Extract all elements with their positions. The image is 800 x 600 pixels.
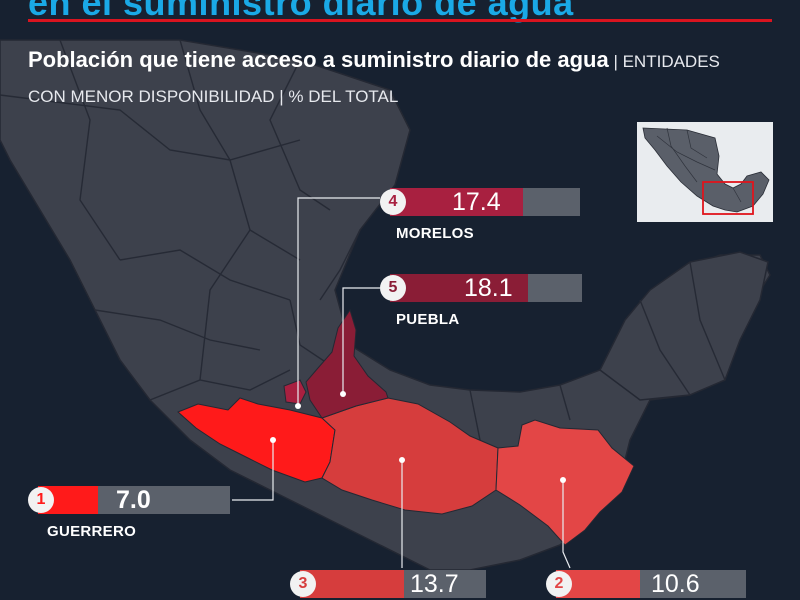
inset-mexico: [642, 127, 770, 213]
bar-value-5: 18.1: [464, 274, 513, 302]
subtitle-sep-2: |: [274, 87, 289, 106]
bar-item-4: 4 17.4: [380, 188, 580, 216]
inset-borders: [656, 127, 742, 203]
bar-fill-5: [390, 274, 528, 302]
leader-dots: [270, 391, 566, 483]
subtitle-scope: ENTIDADES CON MENOR DISPONIBILIDAD: [28, 52, 720, 106]
bar-rest-5: [528, 274, 582, 302]
inset-map: [637, 122, 773, 222]
bar-item-5: 5 18.1: [380, 274, 582, 302]
bar-fill-3: [300, 570, 404, 598]
bar-fill-4: [390, 188, 523, 216]
state-label-guerrero: GUERRERO: [47, 523, 137, 540]
bar-rest-3: [404, 570, 486, 598]
bar-rest-4: [523, 188, 580, 216]
leader-morelos: [297, 197, 380, 406]
bar-item-2: 2 10.6: [546, 570, 746, 598]
rank-badge-5: 5: [380, 275, 406, 301]
state-morelos: [283, 379, 307, 405]
inset-highlight-box: [702, 181, 754, 215]
bar-value-2: 10.6: [651, 570, 700, 598]
bar-value-4: 17.4: [452, 188, 501, 216]
state-label-morelos: MORELOS: [396, 225, 474, 242]
rank-badge-2: 2: [546, 571, 572, 597]
rank-badge-3: 3: [290, 571, 316, 597]
headline: en el suministro diario de agua: [28, 0, 574, 23]
rank-badge-4: 4: [380, 189, 406, 215]
state-puebla: [305, 308, 389, 419]
bar-value-1: 7.0: [116, 486, 151, 514]
bar-rest-2: [640, 570, 746, 598]
headline-rule: [28, 19, 772, 22]
state-oaxaca: [321, 397, 499, 515]
bar-item-3: 3 13.7: [290, 570, 486, 598]
bar-value-3: 13.7: [410, 570, 459, 598]
subtitle-unit: % DEL TOTAL: [288, 87, 399, 106]
leader-puebla: [342, 287, 380, 394]
yucatan-peninsula: [599, 251, 769, 401]
state-borders: [0, 39, 726, 471]
subtitle: Población que tiene acceso a suministro …: [28, 43, 748, 113]
rank-badge-1: 1: [28, 487, 54, 513]
bar-item-1: 1 7.0: [28, 486, 230, 514]
state-label-puebla: PUEBLA: [396, 311, 460, 328]
state-chiapas: [495, 419, 635, 546]
subtitle-title: Población que tiene acceso a suministro …: [28, 47, 609, 72]
subtitle-sep-1: |: [608, 52, 623, 71]
leader-guerrero: [232, 440, 274, 501]
leader-chiapas: [562, 480, 571, 569]
bar-rest-1: [98, 486, 230, 514]
leader-lines: [232, 197, 571, 569]
